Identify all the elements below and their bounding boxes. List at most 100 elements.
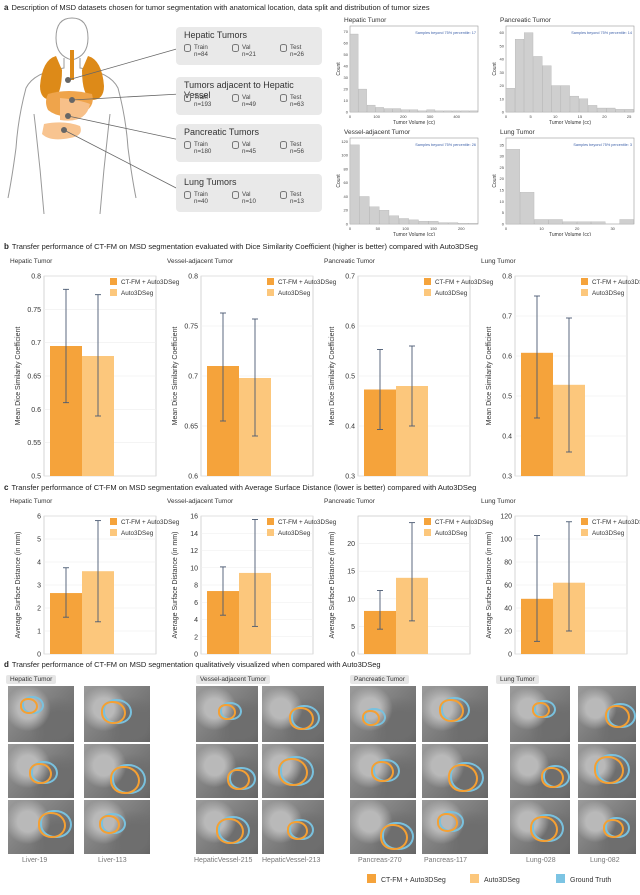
chart-title: Vessel-adjacent Tumor [167,258,234,265]
y-tick-label: 20 [344,87,349,92]
y-tick-label: 0.7 [188,374,198,381]
x-axis-label: Tumor Volume (cc) [549,120,591,126]
prediction-contour [380,824,408,850]
test-split: Test n=26 [280,44,304,58]
legend-label: CT-FM + Auto3DSeg [121,279,180,286]
ct-scan-thumbnail [578,744,636,798]
histogram-bar [409,109,419,113]
swatch-ctfm [367,874,376,883]
legend-label: CT-FM + Auto3DSeg [435,279,494,286]
y-tick-label: 60 [344,41,349,46]
y-tick-label: 0 [351,652,355,659]
case-label: HepaticVessel-213 [262,857,321,864]
test-split: Test n=56 [280,141,304,155]
histogram-bar [418,110,427,113]
y-tick-label: 0 [346,222,349,227]
bar-chart: Lung Tumor 0.3 0.4 0.5 0.6 0.7 0.8 Mean Dice Si… [481,258,640,481]
bar-chart: Hepatic Tumor 0.5 0.55 0.6 0.65 0.7 0.75 0.8 Mea… [10,258,180,481]
legend-swatch [267,289,274,296]
legend-swatch [581,278,588,285]
histogram-bar [383,108,393,113]
val-split: Val n=21 [232,44,256,58]
y-tick-label: 5 [37,537,41,544]
database-icon [232,94,239,102]
histogram-bar [569,95,579,113]
prediction-contour [437,813,458,832]
histogram: Lung Tumor Samples beyond 75% percentile:… [492,129,635,236]
legend-swatch [424,529,431,536]
legend-label: CT-FM + Auto3DSeg [278,519,337,526]
histogram-note: Samples beyond 75% percentile: 17 [415,31,476,35]
x-tick-label: 15 [578,114,583,119]
train-split: Train n=180 [184,141,211,155]
ct-scan-thumbnail [196,744,258,798]
y-tick-label: 4 [194,617,198,624]
ct-scan-thumbnail [350,744,416,798]
prediction-contour [29,763,52,784]
legend-label: Auto3DSeg [592,530,625,537]
histogram-bar [358,88,367,113]
val-split: Val n=49 [232,94,256,108]
case-label: Pancreas-117 [424,857,468,864]
train-split: Train n=193 [184,94,211,108]
prediction-contour [110,766,140,794]
legend-label: Auto3DSeg [121,530,154,537]
histogram-note: Samples beyond 75% percentile: 14 [571,31,632,35]
ct-scan-thumbnail [8,744,74,798]
database-icon [280,94,287,102]
histogram-bar [349,144,360,225]
ct-scan-thumbnail [510,800,570,854]
legend-swatch [110,289,117,296]
chart-title: Pancreatic Tumor [324,258,376,265]
x-tick-label: 100 [402,226,409,231]
x-tick-label: 25 [627,114,632,119]
prediction-contour [530,816,558,842]
y-axis-label: Count [492,62,498,76]
legend-label: Auto3DSeg [435,530,468,537]
y-tick-label: 0.5 [31,474,41,481]
ct-scan-thumbnail [262,744,324,798]
legend-swatch [424,278,431,285]
y-tick-label: 0.55 [27,440,41,447]
legend-label: Auto3DSeg [121,290,154,297]
y-tick-label: 30 [344,75,349,80]
histogram-bar [534,219,549,225]
legend-swatch [424,518,431,525]
y-tick-label: 4 [37,560,41,567]
x-tick-label: 0 [349,226,352,231]
y-tick-label: 120 [500,514,512,521]
y-tick-label: 6 [37,514,41,521]
histogram-bar [591,221,606,225]
histogram-title: Lung Tumor [500,129,536,136]
histogram-bar [428,221,439,225]
database-icon [184,94,191,102]
histogram-bar [597,107,607,113]
x-axis-label: Tumor Volume (cc) [393,120,435,126]
y-axis-label: Average Surface Distance (in mm) [329,532,336,639]
histogram-bar [578,98,589,113]
group-tag-vessel: Vessel-adjacent Tumor [196,675,271,684]
ct-scan-thumbnail [262,686,324,742]
y-tick-label: 0.7 [31,340,41,347]
histogram-title: Vessel-adjacent Tumor [344,129,411,136]
histogram-bar [469,110,478,113]
histogram-bar [606,107,616,113]
ct-scan-thumbnail [422,686,488,742]
y-tick-label: 50 [344,52,349,57]
chart-title: Lung Tumor [481,258,517,265]
histogram-bar [426,109,436,113]
prediction-contour [439,699,464,722]
histogram-bar [514,39,525,113]
bar-chart: Hepatic Tumor 0 1 2 3 4 5 6 Average Surface Dist… [10,498,180,658]
y-tick-label: 20 [344,208,349,213]
database-icon [280,44,287,52]
ct-scan-thumbnail [8,800,74,854]
histogram-bar [505,149,520,225]
case-label: Pancreas-270 [358,857,402,864]
prediction-contour [448,764,478,792]
y-tick-label: 10 [347,596,355,603]
chart-title: Pancreatic Tumor [324,498,376,505]
legend-swatch [581,529,588,536]
prediction-contour [101,701,126,724]
ct-scan-thumbnail [196,686,258,742]
